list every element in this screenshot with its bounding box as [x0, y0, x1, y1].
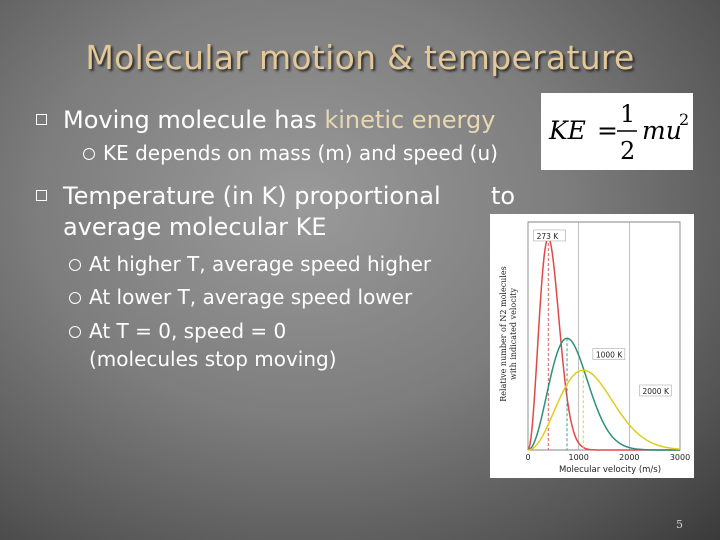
circle-bullet-icon: [83, 148, 95, 160]
svg-text:1000 K: 1000 K: [596, 351, 623, 360]
series-label: 273 K: [533, 229, 566, 242]
x-tick-label: 3000: [670, 453, 690, 462]
velocity-distribution-svg: 0 1000 2000 3000 273 K 1000 K 2000 K Molecula…: [499, 221, 690, 475]
circle-bullet-icon: [69, 259, 81, 271]
sub-bullet-text: (molecules stop moving): [89, 347, 337, 371]
y-axis-label-line1: Relative number of N2 molecules: [499, 266, 508, 401]
svg-text:2000 K: 2000 K: [642, 387, 669, 396]
bullet-text: Moving molecule has: [63, 106, 325, 134]
x-tick-label: 1000: [568, 453, 588, 462]
formula-variable: mu: [642, 116, 682, 145]
sub-bullet-stop-moving: (molecules stop moving): [89, 346, 337, 372]
bullet-temperature: Temperature (in K) proportional to: [36, 181, 533, 211]
ke-formula: KE = 1 2 mu 2: [541, 93, 693, 170]
series-label: 2000 K: [639, 384, 672, 397]
sub-bullet-lower-t: At lower T, average speed lower: [69, 284, 413, 310]
ke-formula-svg: KE = 1 2 mu 2: [548, 100, 689, 165]
formula-exponent: 2: [679, 110, 689, 129]
sub-bullet-text: KE depends on mass (m) and speed (u): [103, 141, 498, 165]
velocity-distribution-chart: 0 1000 2000 3000 273 K 1000 K 2000 K Molecula…: [490, 214, 694, 478]
x-tick-label: 0: [525, 453, 530, 462]
sub-bullet-text: At T = 0, speed = 0: [89, 319, 287, 343]
sub-bullet-text: At higher T, average speed higher: [89, 252, 432, 276]
series-label: 1000 K: [592, 348, 626, 360]
series-line: [527, 369, 681, 451]
circle-bullet-icon: [69, 326, 81, 338]
formula-lhs: KE: [548, 116, 586, 145]
bullet-highlight-text: kinetic energy: [324, 106, 496, 134]
square-bullet-icon: [36, 190, 47, 201]
formula-numerator: 1: [620, 100, 635, 128]
plot-frame: [527, 221, 681, 451]
y-axis-label-line2: with indicated velocity: [509, 288, 518, 380]
bullet-text-line2: average molecular KE: [63, 213, 327, 241]
bullet-text-line1: Temperature (in K) proportional: [63, 182, 441, 210]
formula-denominator: 2: [620, 137, 635, 165]
bullet-temperature-line2: average molecular KE: [63, 212, 327, 242]
square-bullet-icon: [36, 114, 47, 125]
circle-bullet-icon: [69, 292, 81, 304]
sub-bullet-zero-t: At T = 0, speed = 0: [69, 318, 287, 344]
x-tick-label: 2000: [619, 453, 639, 462]
sub-bullet-text: At lower T, average speed lower: [89, 285, 413, 309]
series-line: [527, 337, 680, 451]
page-number: 5: [676, 518, 683, 531]
bullet-text-to: to: [491, 182, 516, 210]
slide-title: Molecular motion & temperature: [85, 38, 635, 77]
sub-bullet-ke-depends: KE depends on mass (m) and speed (u): [83, 140, 498, 166]
bullet-kinetic-energy: Moving molecule has kinetic energy: [36, 105, 496, 135]
x-axis-label: Molecular velocity (m/s): [559, 465, 661, 475]
sub-bullet-higher-t: At higher T, average speed higher: [69, 251, 432, 277]
formula-equals: =: [597, 116, 618, 145]
svg-text:273 K: 273 K: [537, 232, 560, 241]
